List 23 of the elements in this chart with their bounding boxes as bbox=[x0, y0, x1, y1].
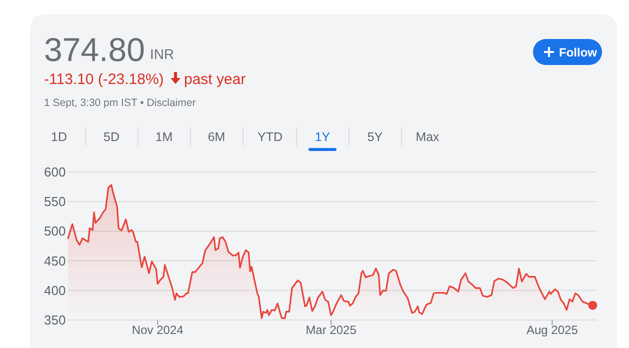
y-tick-label: 400 bbox=[44, 282, 66, 298]
text: 1Y bbox=[314, 130, 331, 144]
x-tick-label: Aug 2025 bbox=[526, 323, 578, 337]
x-tick-label: Nov 2024 bbox=[132, 323, 184, 337]
text: -113.10 (-23.18%) bbox=[44, 71, 164, 88]
text: YTD bbox=[258, 130, 282, 144]
text: 5Y bbox=[367, 130, 384, 144]
text: 1M bbox=[155, 130, 173, 144]
y-tick-label: 550 bbox=[44, 194, 66, 210]
y-tick-label: 600 bbox=[44, 164, 66, 180]
y-tick-label: 500 bbox=[44, 224, 66, 239]
x-tick-label: Mar 2025 bbox=[306, 323, 357, 337]
chart-subtitle: INR bbox=[150, 46, 174, 62]
text: 6M bbox=[208, 130, 226, 144]
text: 5D bbox=[104, 130, 120, 144]
text: 1 Sept, 3:30 pm IST • Disclaimer bbox=[44, 97, 196, 109]
y-tick-label: 350 bbox=[44, 312, 66, 328]
text: past year bbox=[184, 71, 246, 88]
text: Follow bbox=[559, 46, 598, 60]
y-tick-label: 450 bbox=[44, 253, 66, 268]
text: 1D bbox=[51, 130, 67, 144]
chart-title: 374.80 bbox=[44, 31, 145, 68]
text: Max bbox=[416, 130, 440, 144]
